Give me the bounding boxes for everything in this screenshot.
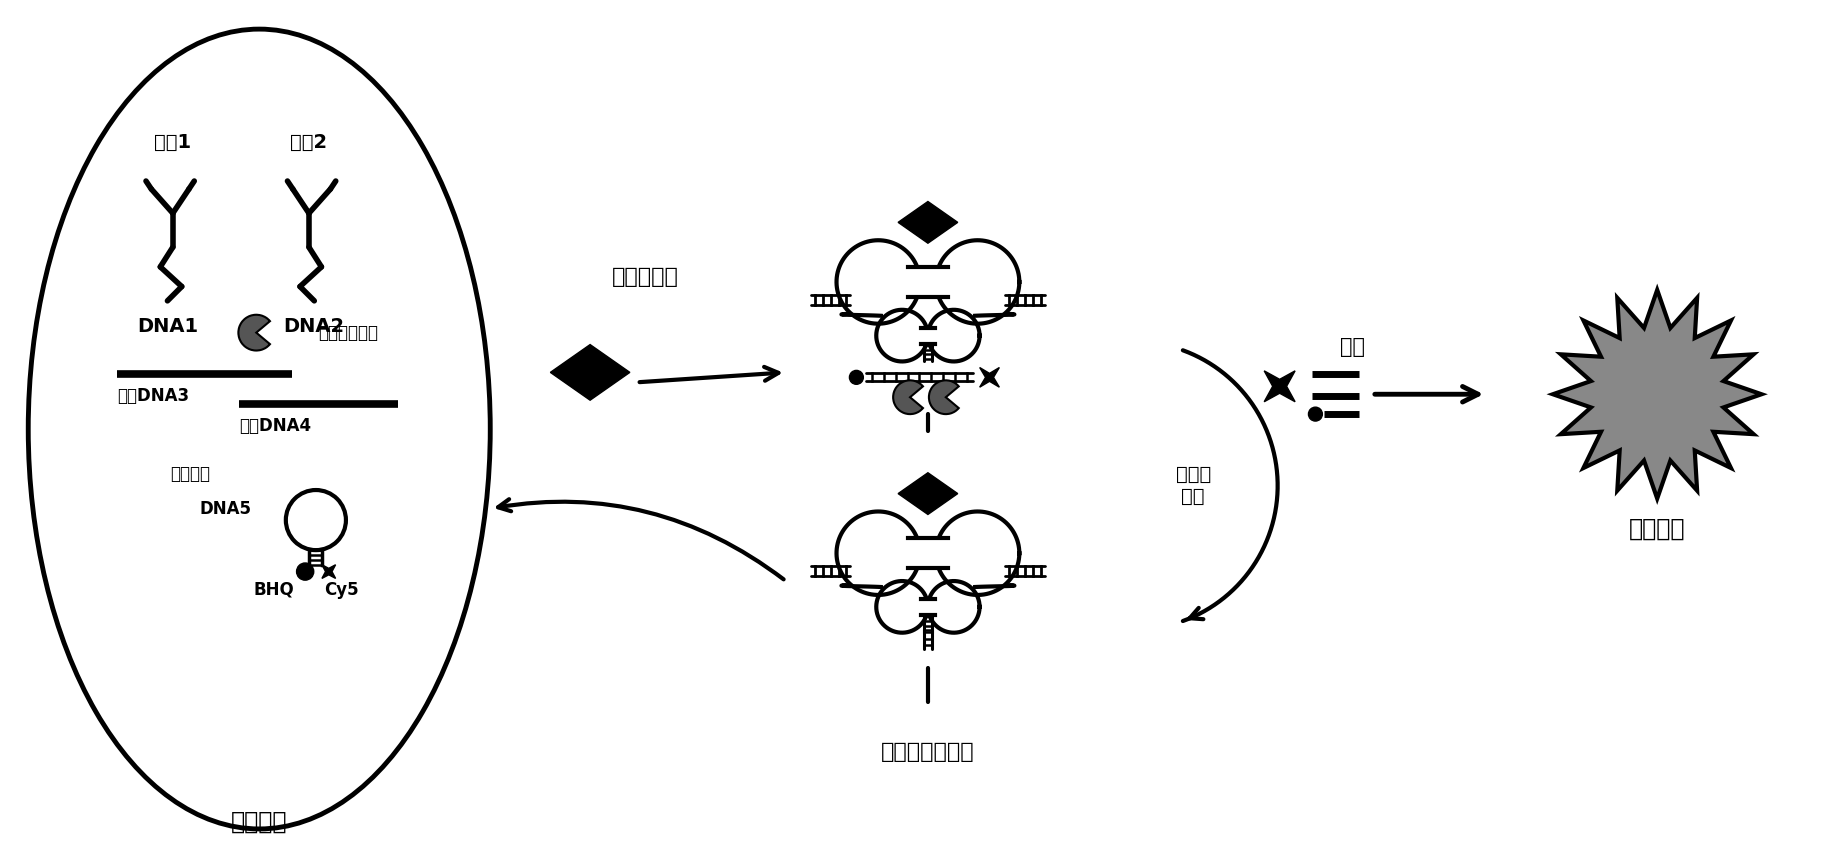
Wedge shape xyxy=(894,380,923,414)
Text: 内切酶
循环: 内切酶 循环 xyxy=(1176,465,1211,506)
Polygon shape xyxy=(837,240,920,324)
Text: 检测溶液: 检测溶液 xyxy=(231,810,288,834)
Polygon shape xyxy=(322,565,335,578)
Polygon shape xyxy=(837,511,920,595)
Polygon shape xyxy=(1264,371,1295,402)
Wedge shape xyxy=(238,314,269,351)
Polygon shape xyxy=(980,367,1000,387)
Text: BHQ: BHQ xyxy=(255,581,295,599)
Text: DNA5: DNA5 xyxy=(200,500,251,518)
Polygon shape xyxy=(929,581,980,632)
Bar xyxy=(883,585,973,591)
Text: 抗体1: 抗体1 xyxy=(154,133,191,152)
Polygon shape xyxy=(876,310,929,361)
Polygon shape xyxy=(929,310,980,361)
Polygon shape xyxy=(876,581,929,632)
Polygon shape xyxy=(550,345,630,400)
Text: DNA1: DNA1 xyxy=(137,317,198,336)
Text: 底物: 底物 xyxy=(1339,337,1365,357)
Text: 分子灯标: 分子灯标 xyxy=(170,465,211,483)
Text: 化学发光: 化学发光 xyxy=(1629,517,1685,540)
Text: Cy5: Cy5 xyxy=(324,581,359,599)
Text: 限制性内切酶: 限制性内切酶 xyxy=(319,324,379,341)
Polygon shape xyxy=(898,473,958,514)
Bar xyxy=(883,314,973,321)
Text: 抗体2: 抗体2 xyxy=(289,133,328,152)
Text: 辅助DNA3: 辅助DNA3 xyxy=(117,387,189,405)
Circle shape xyxy=(297,563,313,580)
Text: 辅助DNA4: 辅助DNA4 xyxy=(240,417,311,435)
Text: 目标蛋白质: 目标蛋白质 xyxy=(612,267,680,287)
Polygon shape xyxy=(1554,290,1762,499)
Text: 邻位触击复合物: 邻位触击复合物 xyxy=(881,742,975,762)
Polygon shape xyxy=(936,511,1019,595)
Wedge shape xyxy=(929,380,958,414)
Polygon shape xyxy=(936,240,1019,324)
Text: DNA2: DNA2 xyxy=(284,317,344,336)
Polygon shape xyxy=(898,201,958,244)
Circle shape xyxy=(1308,407,1323,421)
Circle shape xyxy=(850,371,863,384)
